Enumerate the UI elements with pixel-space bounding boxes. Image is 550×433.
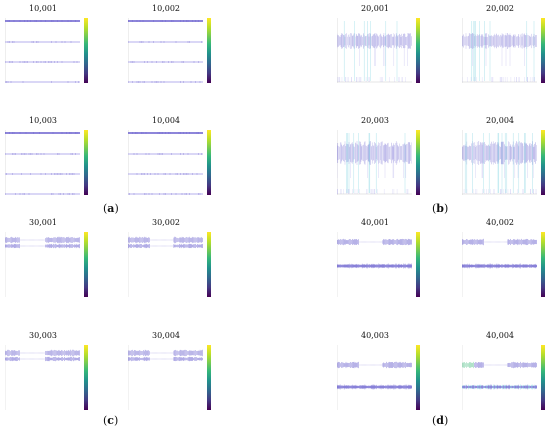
colorbar bbox=[84, 130, 88, 195]
subplot-title: 40,001 bbox=[361, 218, 389, 227]
spectrogram-plot bbox=[462, 232, 537, 297]
colorbar bbox=[207, 232, 211, 297]
colorbar bbox=[416, 130, 420, 195]
colorbar bbox=[416, 345, 420, 410]
subplot-title: 20,001 bbox=[361, 4, 389, 13]
subplot-title: 30,003 bbox=[29, 331, 57, 340]
colorbar bbox=[84, 232, 88, 297]
spectrogram-plot bbox=[128, 232, 203, 297]
spectrogram-plot bbox=[337, 345, 412, 410]
colorbar bbox=[207, 345, 211, 410]
colorbar bbox=[84, 18, 88, 83]
colorbar bbox=[541, 232, 545, 297]
spectrogram-plot bbox=[5, 345, 80, 410]
subplot-title: 20,004 bbox=[486, 116, 514, 125]
subplot-title: 40,002 bbox=[486, 218, 514, 227]
colorbar bbox=[541, 18, 545, 83]
subplot-title: 20,003 bbox=[361, 116, 389, 125]
subplot-title: 10,002 bbox=[152, 4, 180, 13]
panel-letter: a bbox=[107, 202, 115, 215]
spectrogram-plot bbox=[5, 130, 80, 195]
spectrogram-plot bbox=[128, 345, 203, 410]
spectrogram-plot bbox=[337, 18, 412, 83]
colorbar bbox=[207, 18, 211, 83]
colorbar bbox=[207, 130, 211, 195]
subplot-title: 30,002 bbox=[152, 218, 180, 227]
subplot-title: 10,001 bbox=[29, 4, 57, 13]
panel-label: (a) bbox=[103, 202, 119, 215]
spectrogram-plot bbox=[462, 345, 537, 410]
panel-label: (b) bbox=[432, 202, 449, 215]
panel-label: (d) bbox=[432, 414, 449, 427]
colorbar bbox=[541, 345, 545, 410]
subplot-title: 40,003 bbox=[361, 331, 389, 340]
subplot-title: 20,002 bbox=[486, 4, 514, 13]
spectrogram-plot bbox=[5, 18, 80, 83]
spectrogram-plot bbox=[462, 18, 537, 83]
colorbar bbox=[416, 232, 420, 297]
spectrogram-plot bbox=[337, 130, 412, 195]
spectrogram-plot bbox=[462, 130, 537, 195]
panel-letter: c bbox=[107, 414, 114, 427]
colorbar bbox=[84, 345, 88, 410]
spectrogram-plot bbox=[128, 18, 203, 83]
panel-letter: d bbox=[436, 414, 444, 427]
subplot-title: 40,004 bbox=[486, 331, 514, 340]
colorbar bbox=[416, 18, 420, 83]
panel-letter: b bbox=[436, 202, 444, 215]
spectrogram-plot bbox=[5, 232, 80, 297]
subplot-title: 30,001 bbox=[29, 218, 57, 227]
spectrogram-plot bbox=[337, 232, 412, 297]
subplot-title: 30,004 bbox=[152, 331, 180, 340]
subplot-title: 10,004 bbox=[152, 116, 180, 125]
colorbar bbox=[541, 130, 545, 195]
spectrogram-plot bbox=[128, 130, 203, 195]
panel-label: (c) bbox=[103, 414, 119, 427]
subplot-title: 10,003 bbox=[29, 116, 57, 125]
